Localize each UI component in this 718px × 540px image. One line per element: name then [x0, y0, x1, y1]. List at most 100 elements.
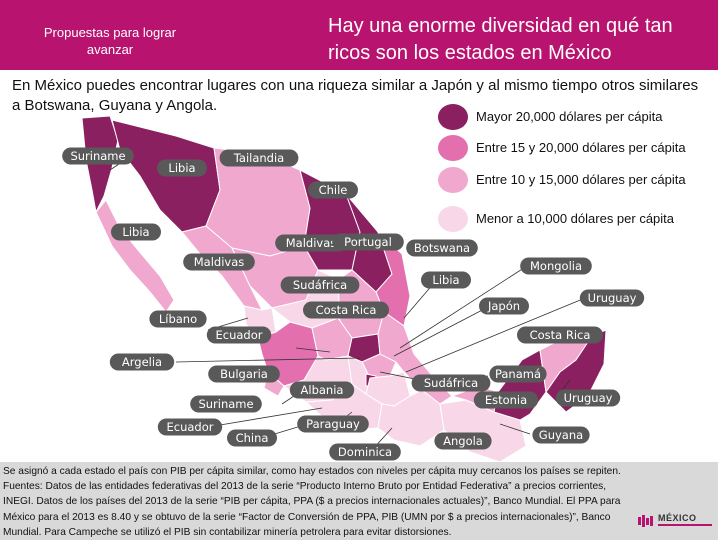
country-tag: Portugal — [332, 233, 404, 251]
country-tag-bg — [434, 432, 492, 450]
country-tag-bg — [555, 389, 621, 407]
country-tag: Costa Rica — [517, 326, 603, 344]
country-tag: Panamá — [489, 365, 547, 383]
country-tag: Uruguay — [579, 289, 645, 307]
country-tag-bg — [219, 149, 299, 167]
country-tag-bg — [227, 429, 277, 447]
country-tag-label: Botswana — [414, 241, 470, 255]
country-tag: Sudáfrica — [411, 374, 491, 392]
country-tag-bg — [275, 234, 347, 252]
country-tag-label: Dominica — [338, 445, 392, 459]
country-tag-label: Suriname — [198, 397, 253, 411]
country-tag-label: Chile — [319, 183, 348, 197]
country-tags: Suriname Libia Tailandia Libia Chile Maldivas… — [62, 147, 645, 461]
country-tag-bg — [308, 181, 358, 199]
logo-icon — [638, 515, 653, 527]
country-tag-bg — [421, 271, 471, 289]
country-tag-label: Libia — [122, 225, 149, 239]
country-tag: Libia — [111, 223, 161, 241]
country-tag: Bulgaria — [208, 365, 280, 383]
country-tag-bg — [473, 391, 539, 409]
country-tag-label: Costa Rica — [530, 328, 591, 342]
country-tag-bg — [157, 159, 207, 177]
country-tag-label: Paraguay — [306, 417, 360, 431]
country-tag: Tailandia — [219, 149, 299, 167]
country-tag: Maldivas — [275, 234, 347, 252]
country-tag: Dominica — [329, 443, 401, 461]
country-tag-bg — [517, 326, 603, 344]
mexico-logo: MÉXICO — [638, 513, 714, 531]
country-tag-bg — [479, 297, 529, 315]
country-tag: Argelia — [109, 353, 175, 371]
country-tag-bg — [157, 418, 223, 436]
logo-underline — [658, 524, 712, 526]
country-tag-label: China — [236, 431, 269, 445]
country-tag-bg — [149, 310, 207, 328]
mexico-map: Suriname Libia Tailandia Libia Chile Maldivas… — [62, 115, 645, 463]
legend-label: Menor a 10,000 dólares per cápita — [476, 211, 675, 226]
country-tag: Albania — [289, 381, 355, 399]
country-tag-label: Estonia — [485, 393, 527, 407]
country-tag-bg — [297, 415, 369, 433]
legend-swatch — [438, 135, 468, 161]
country-tag-label: Maldivas — [286, 236, 337, 250]
country-tag-label: Sudáfrica — [424, 376, 478, 390]
country-tag-bg — [206, 326, 272, 344]
country-tag: Libia — [157, 159, 207, 177]
legend-swatch — [438, 206, 468, 232]
state-campeche — [493, 349, 547, 421]
country-tag: Mongolia — [520, 257, 592, 275]
country-tag: Chile — [308, 181, 358, 199]
state-oaxaca — [377, 389, 445, 447]
country-tag-bg — [190, 395, 262, 413]
country-tag-label: Mongolia — [530, 259, 582, 273]
legend-label: Entre 10 y 15,000 dólares per cápita — [476, 172, 686, 187]
country-tag: Líbano — [149, 310, 207, 328]
page-title: Hay una enorme diversidad en qué tan ric… — [328, 15, 673, 64]
country-tag-label: Angola — [443, 434, 483, 448]
leader-lines — [109, 157, 591, 451]
logo-text: MÉXICO — [658, 513, 697, 523]
state-baja-california-sur — [95, 199, 175, 313]
footer: Se asignó a cada estado el país con PIB … — [0, 462, 718, 540]
country-tag-label: Libia — [168, 161, 195, 175]
country-tag: China — [227, 429, 277, 447]
country-tag-label: Líbano — [159, 312, 197, 326]
intro-text: En México puedes encontrar lugares con u… — [12, 77, 699, 114]
country-tag-bg — [62, 147, 134, 165]
country-tag: Guyana — [532, 426, 590, 444]
country-tag: Japón — [479, 297, 529, 315]
country-tag-label: Costa Rica — [316, 303, 377, 317]
country-tag: Libia — [421, 271, 471, 289]
country-tag-label: Guyana — [539, 428, 583, 442]
country-tag-bg — [183, 253, 255, 271]
country-tag-label: Panamá — [495, 367, 541, 381]
country-tag-bg — [208, 365, 280, 383]
country-tag: Sudáfrica — [280, 276, 360, 294]
country-tag-bg — [579, 289, 645, 307]
country-tag-bg — [280, 276, 360, 294]
country-tag: Estonia — [473, 391, 539, 409]
country-tag-bg — [406, 239, 478, 257]
country-tag: Ecuador — [157, 418, 223, 436]
country-tag-bg — [303, 301, 389, 319]
country-tag-label: Argelia — [122, 355, 162, 369]
country-tag: Paraguay — [297, 415, 369, 433]
country-tag-bg — [411, 374, 491, 392]
country-tag-bg — [289, 381, 355, 399]
country-tag-bg — [111, 223, 161, 241]
country-tag-label: Tailandia — [233, 151, 284, 165]
legend-label: Entre 15 y 20,000 dólares per cápita — [476, 140, 686, 155]
country-tag-label: Albania — [301, 383, 344, 397]
country-tag-label: Libia — [432, 273, 459, 287]
country-tag-label: Ecuador — [216, 328, 263, 342]
legend-swatch — [438, 167, 468, 193]
country-tag: Suriname — [62, 147, 134, 165]
country-tag-bg — [329, 443, 401, 461]
legend-label: Mayor 20,000 dólares per cápita — [476, 109, 663, 124]
country-tag: Suriname — [190, 395, 262, 413]
country-tag: Uruguay — [555, 389, 621, 407]
country-tag-label: Japón — [487, 299, 520, 313]
country-tag-bg — [532, 426, 590, 444]
country-tag-label: Sudáfrica — [293, 278, 347, 292]
